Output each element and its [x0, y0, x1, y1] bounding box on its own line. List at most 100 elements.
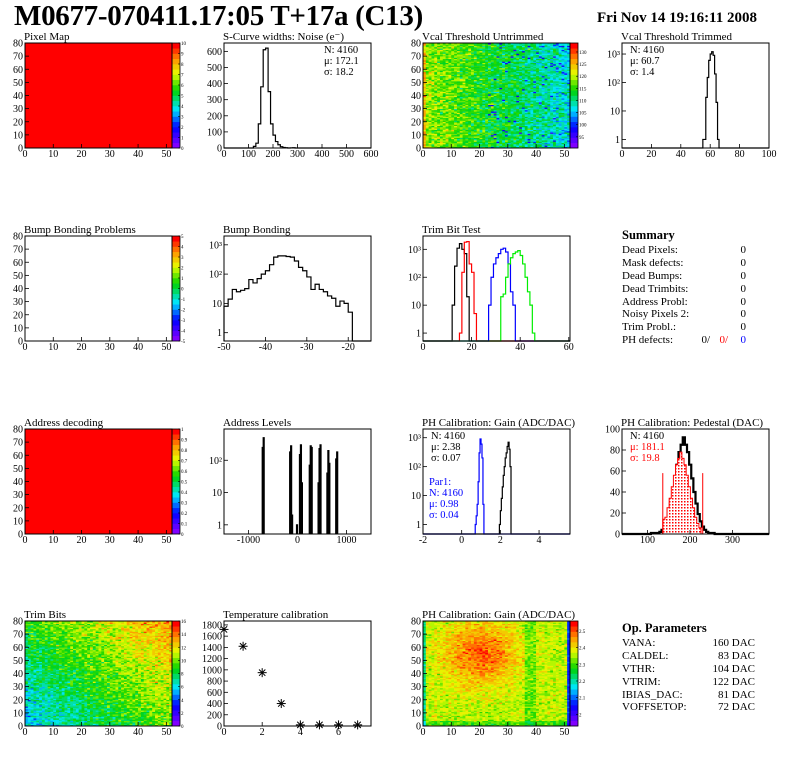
- heatmap-cell: [423, 53, 427, 56]
- heatmap-cell: [502, 111, 506, 113]
- heatmap-cell: [454, 57, 458, 60]
- heatmap-cell: [530, 116, 534, 119]
- heatmap-cell: [476, 74, 480, 77]
- heatmap-cell: [434, 73, 438, 75]
- heatmap-cell: [485, 124, 489, 126]
- heatmap-cell: [456, 86, 461, 88]
- heatmap-cell: [538, 83, 543, 86]
- heatmap-cell: [504, 107, 509, 109]
- heatmap-cell: [459, 73, 463, 75]
- heatmap-cell: [499, 146, 503, 149]
- heatmap-cell: [428, 78, 432, 81]
- y-tick-label: 80: [411, 39, 421, 50]
- stats-text: N: 4160: [431, 431, 465, 442]
- heatmap-cell: [459, 48, 463, 50]
- heatmap-cell: [533, 48, 537, 50]
- heatmap-cell: [533, 104, 537, 107]
- heatmap-cell: [521, 52, 526, 54]
- heatmap-cell: [445, 145, 449, 147]
- heatmap-cell: [527, 106, 531, 108]
- heatmap-cell: [459, 128, 463, 130]
- heatmap-cell: [462, 115, 466, 117]
- heatmap-cell: [437, 132, 441, 134]
- heatmap-cell: [473, 100, 478, 103]
- heatmap-cell: [471, 128, 475, 130]
- heatmap-cell: [490, 61, 494, 63]
- stats-text: σ: 0.07: [431, 453, 461, 464]
- heatmap-cell: [502, 104, 506, 107]
- y-tick-label: 80: [13, 39, 23, 50]
- heatmap-cell: [538, 52, 543, 54]
- heatmap-cell: [448, 45, 452, 48]
- heatmap-cell: [530, 43, 534, 45]
- heatmap-cell: [425, 67, 429, 70]
- heatmap-cell: [431, 145, 435, 147]
- heatmap-cell: [473, 62, 478, 65]
- heatmap-cell: [456, 48, 461, 50]
- heatmap-cell: [482, 145, 486, 147]
- heatmap-cell: [431, 70, 435, 73]
- heatmap-cell: [513, 88, 517, 91]
- heatmap-cell: [530, 95, 534, 98]
- heatmap-cell: [513, 100, 517, 103]
- heatmap-cell: [510, 96, 514, 99]
- heatmap-cell: [476, 70, 480, 73]
- heatmap-cell: [423, 62, 427, 65]
- heatmap-cell: [454, 50, 458, 53]
- heatmap-cell: [519, 112, 523, 115]
- heatmap-cell: [439, 65, 444, 67]
- heatmap-cell: [479, 134, 483, 137]
- heatmap-cell: [485, 54, 489, 57]
- heatmap-cell: [504, 61, 509, 63]
- heatmap-cell: [496, 86, 500, 88]
- heatmap-cell: [482, 54, 486, 57]
- heatmap-cell: [524, 141, 528, 144]
- heatmap-cell: [488, 141, 492, 144]
- heatmap-cell: [479, 146, 483, 149]
- heatmap-cell: [530, 56, 534, 58]
- heatmap-cell: [519, 67, 523, 70]
- heatmap-cell: [530, 87, 534, 90]
- heatmap-cell: [456, 111, 461, 113]
- heatmap-cell: [496, 103, 500, 105]
- heatmap-cell: [471, 53, 475, 56]
- heatmap-cell: [541, 49, 545, 52]
- heatmap-cell: [425, 113, 429, 116]
- heatmap-cell: [456, 71, 461, 74]
- heatmap-cell: [462, 54, 466, 57]
- heatmap-cell: [496, 94, 500, 96]
- heatmap-cell: [485, 60, 489, 62]
- heatmap-cell: [431, 113, 435, 116]
- heatmap-cell: [465, 70, 469, 73]
- colorbar-tick-label: 95: [579, 136, 585, 141]
- heatmap-cell: [510, 70, 514, 73]
- heatmap-cell: [456, 61, 461, 63]
- heatmap-cell: [468, 116, 472, 119]
- heatmap-cell: [445, 57, 449, 60]
- heatmap-cell: [476, 49, 480, 52]
- heatmap-cell: [485, 112, 489, 115]
- heatmap-cell: [510, 130, 514, 133]
- heatmap-cell: [513, 56, 517, 58]
- stats-text: N: 4160: [429, 488, 463, 499]
- heatmap-cell: [454, 78, 458, 81]
- heatmap-cell: [541, 77, 545, 79]
- heatmap-cell: [524, 60, 528, 62]
- x-tick-label: -20: [342, 342, 355, 353]
- heatmap-cell: [527, 136, 531, 138]
- heatmap-cell: [538, 58, 543, 61]
- heatmap-cell: [502, 134, 506, 137]
- heatmap-cell: [471, 95, 475, 98]
- heatmap-cell: [496, 56, 500, 58]
- colorbar-band: [172, 278, 180, 284]
- heatmap-cell: [488, 100, 492, 103]
- heatmap-cell: [462, 73, 466, 75]
- heatmap-cell: [496, 79, 500, 82]
- heatmap-cell: [423, 125, 427, 128]
- heatmap-cell: [513, 136, 517, 138]
- heatmap-cell: [482, 49, 486, 52]
- heatmap-cell: [462, 87, 466, 90]
- heatmap-cell: [471, 123, 475, 125]
- heatmap-cell: [538, 123, 543, 125]
- heatmap-cell: [530, 81, 534, 83]
